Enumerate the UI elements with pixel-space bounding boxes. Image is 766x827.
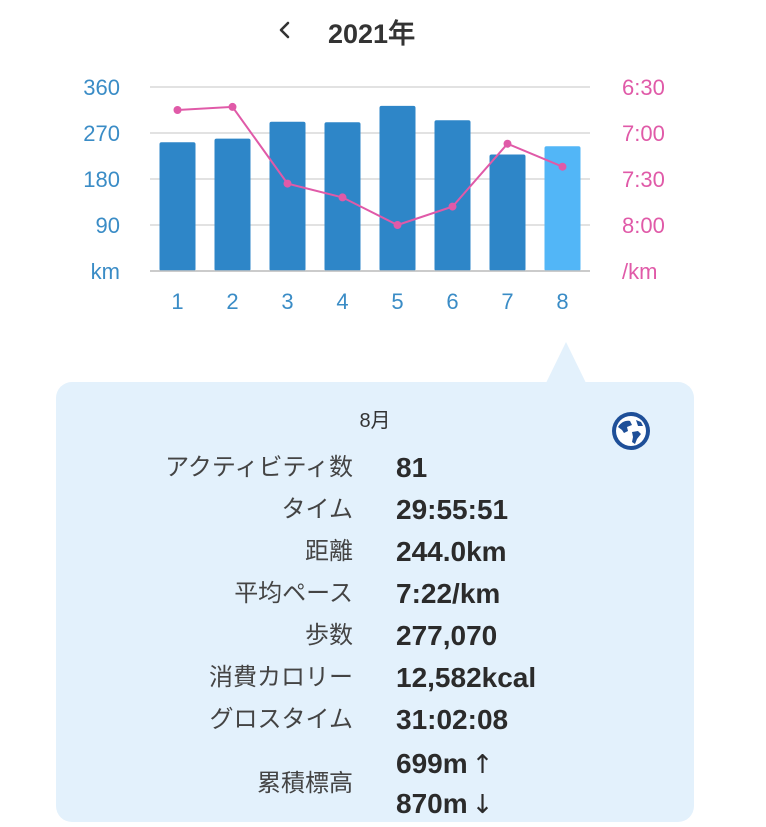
x-tick-label: 1: [171, 289, 183, 314]
bar: [434, 120, 471, 271]
pace-point: [558, 162, 567, 171]
bar: [489, 154, 526, 271]
detail-label: 累積標高: [257, 770, 353, 797]
detail-month: 8月: [359, 410, 391, 432]
y-axis-unit-right: /km: [622, 259, 657, 284]
y-tick-label-left: 270: [83, 121, 120, 146]
elevation-up-value: 699m ↑: [396, 748, 494, 780]
y-tick-label-left: 180: [83, 167, 120, 192]
detail-row: 歩数 277,070: [0, 616, 766, 656]
detail-label: 距離: [305, 538, 353, 565]
pace-point: [228, 102, 237, 111]
y-tick-label-left: 90: [96, 213, 120, 238]
page-title: 2021年: [328, 19, 416, 49]
detail-value: 277,070: [396, 620, 498, 651]
bar-selected: [544, 146, 581, 271]
pace-point: [283, 179, 292, 188]
detail-value: 31:02:08: [396, 704, 509, 735]
detail-value: 12,582kcal: [396, 662, 537, 693]
arrow-up-icon: ↑: [471, 750, 494, 780]
detail-value: 81: [396, 452, 428, 483]
pace-point: [338, 193, 347, 202]
detail-label: タイム: [281, 496, 353, 523]
detail-row: タイム 29:55:51: [0, 490, 766, 530]
x-tick-label: 7: [501, 289, 513, 314]
detail-panel: [56, 382, 694, 822]
detail-value: 7:22/km: [396, 578, 501, 609]
bar: [379, 105, 416, 272]
elevation-down-value: 870m ↓: [396, 788, 494, 820]
pace-point: [448, 202, 457, 211]
arrow-down-icon: ↓: [471, 790, 494, 820]
detail-row: グロスタイム 31:02:08: [0, 700, 766, 740]
pace-point: [173, 106, 182, 114]
x-tick-label: 5: [391, 289, 403, 314]
y-tick-label-right: 7:00: [622, 121, 665, 146]
y-tick-label-right: 7:30: [622, 167, 665, 192]
globe-icon: [612, 412, 650, 450]
panel-pointer: [546, 342, 586, 383]
x-tick-label: 3: [281, 289, 293, 314]
detail-label: グロスタイム: [209, 706, 353, 733]
bar: [159, 142, 196, 271]
detail-label: 消費カロリー: [209, 664, 353, 691]
globe-button[interactable]: [610, 410, 652, 452]
x-tick-label: 8: [556, 289, 568, 314]
detail-row: 消費カロリー 12,582kcal: [0, 658, 766, 698]
detail-row-elevation: 累積標高 699m ↑ 870m ↓: [0, 744, 766, 826]
y-tick-label-right: 6:30: [622, 75, 665, 100]
header: 2021年: [0, 0, 766, 60]
pace-point: [503, 139, 512, 148]
x-tick-label: 4: [336, 289, 348, 314]
bar: [214, 138, 251, 271]
detail-row: 平均ペース 7:22/km: [0, 574, 766, 614]
monthly-chart: 360 270 180 90 km 6:30 7:00 7:30 8:00/km 1 2 3 4 5 6 7 8: [83, 75, 665, 314]
detail-label: アクティビティ数: [165, 454, 353, 481]
detail-label: 平均ペース: [234, 580, 353, 607]
detail-value: 29:55:51: [396, 494, 509, 525]
chevron-left-icon: [279, 21, 290, 39]
detail-label: 歩数: [305, 622, 353, 649]
bar: [269, 121, 306, 271]
x-tick-label: 6: [446, 289, 458, 314]
back-button[interactable]: [270, 14, 298, 46]
pace-line: [177, 105, 563, 227]
pace-point: [393, 221, 402, 229]
detail-value: 244.0km: [396, 536, 507, 567]
y-tick-label-right: 8:00: [622, 213, 665, 238]
y-axis-unit-left: km: [91, 259, 120, 284]
detail-row: 距離 244.0km: [0, 532, 766, 572]
y-tick-label-left: 360: [83, 75, 120, 100]
x-tick-label: 2: [226, 289, 238, 314]
detail-row: アクティビティ数 81: [0, 448, 766, 488]
